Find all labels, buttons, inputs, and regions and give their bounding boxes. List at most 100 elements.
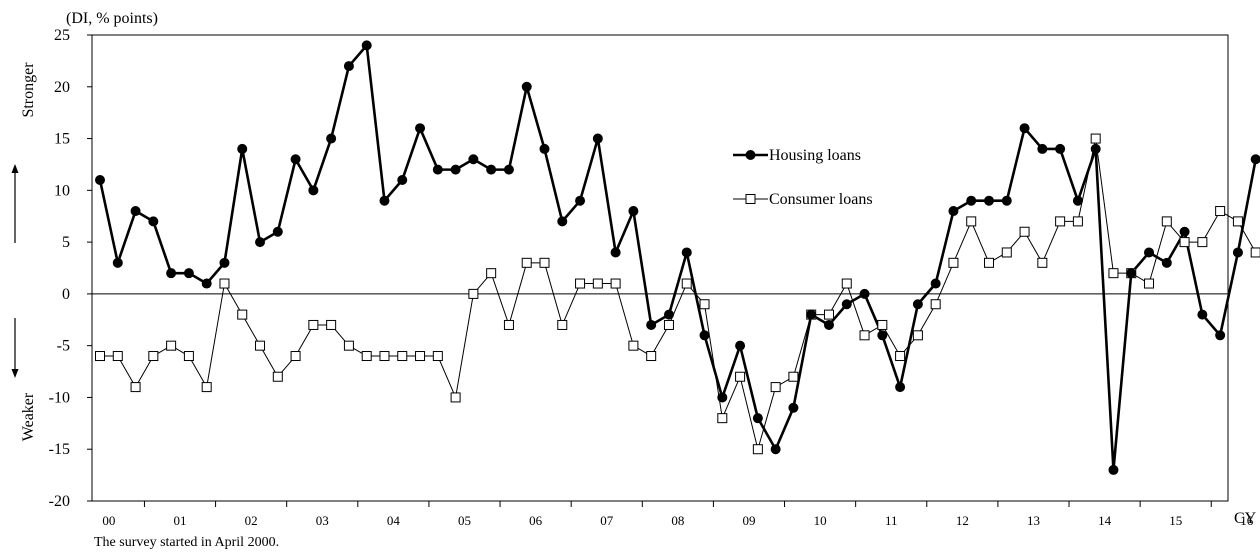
unit-label: (DI, % points) (66, 10, 158, 27)
y-tick-label: 0 (62, 286, 70, 303)
housing-loans-point (1072, 195, 1083, 206)
consumer-loans-point (681, 278, 692, 289)
consumer-loans-point (290, 351, 301, 362)
housing-loans-point (361, 40, 372, 51)
housing-loans-point (95, 174, 105, 185)
series-markers (95, 40, 1260, 475)
housing-loans-point (343, 61, 354, 72)
housing-loans-point (575, 195, 586, 206)
housing-loans-point (948, 206, 959, 217)
housing-loans-point (752, 413, 763, 424)
consumer-loans-point (308, 319, 319, 330)
housing-loans-point (663, 309, 674, 320)
consumer-loans-point (95, 351, 105, 362)
consumer-loans-point (521, 257, 532, 268)
housing-loans-point (379, 195, 390, 206)
series-lines (98, 44, 1257, 472)
housing-loans-point (1108, 464, 1119, 475)
housing-loans-point (166, 268, 177, 279)
consumer-loans-point (1179, 237, 1190, 248)
consumer-loans-point (201, 382, 212, 393)
housing-loans-point (681, 247, 692, 258)
y-tick-label: 15 (54, 131, 70, 148)
housing-loans-point (912, 299, 923, 310)
legend-housing-loans-label: Housing loans (769, 147, 861, 164)
housing-loans-point (1055, 143, 1066, 154)
consumer-loans-point (1108, 268, 1119, 279)
housing-loans-point (592, 133, 603, 144)
consumer-loans-point (699, 299, 710, 310)
consumer-loans-point (646, 351, 657, 362)
consumer-loans-point (1090, 133, 1101, 144)
consumer-loans-point (468, 288, 479, 299)
housing-loans-point (717, 392, 728, 403)
consumer-loans-point (415, 351, 426, 362)
housing-loans-point (1250, 154, 1260, 165)
consumer-loans-point (1215, 206, 1226, 217)
housing-loans-point (699, 330, 710, 341)
housing-loans-point (183, 268, 194, 279)
consumer-loans-point (948, 257, 959, 268)
housing-loans-point (432, 164, 443, 175)
consumer-loans-point (841, 278, 852, 289)
x-tick-label: 05 (458, 513, 471, 528)
x-tick-label: 13 (1027, 513, 1040, 528)
x-unit-label: CY (1234, 510, 1257, 527)
housing-loans-point (1144, 247, 1155, 258)
housing-loans-point (1126, 268, 1137, 279)
legend-housing-loans-swatch-marker (745, 150, 756, 160)
housing-loans-point (272, 226, 283, 237)
consumer-loans-point (752, 444, 763, 455)
housing-loans-point (130, 206, 141, 217)
consumer-loans-point (770, 382, 781, 393)
housing-loans-point (895, 382, 906, 393)
housing-loans-point (610, 247, 621, 258)
housing-loans-point (841, 299, 852, 310)
consumer-loans-point (503, 319, 514, 330)
x-tick-label: 16 (1240, 513, 1254, 528)
consumer-loans-point (539, 257, 550, 268)
housing-loans-point (1179, 226, 1190, 237)
consumer-loans-point (575, 278, 586, 289)
consumer-loans-point (219, 278, 230, 289)
consumer-loans-point (237, 309, 248, 320)
y-tick-label: -20 (49, 493, 70, 510)
consumer-loans-point (379, 351, 390, 362)
housing-loans-point (1090, 143, 1101, 154)
consumer-loans-point (1019, 226, 1030, 237)
consumer-loans-point (1161, 216, 1172, 227)
consumer-loans-point (1037, 257, 1048, 268)
housing-loans-point (503, 164, 514, 175)
housing-loans-point (1037, 143, 1048, 154)
housing-loans-point (148, 216, 159, 227)
x-tick-label: 12 (956, 513, 969, 528)
housing-loans-point (1001, 195, 1012, 206)
consumer-loans-point (895, 351, 906, 362)
housing-loans-point (788, 402, 799, 413)
housing-loans-point (450, 164, 461, 175)
consumer-loans-point (966, 216, 977, 227)
housing-loans-point (1232, 247, 1243, 258)
x-tick-label: 08 (671, 513, 684, 528)
x-tick-label: 14 (1098, 513, 1112, 528)
housing-loans-point (984, 195, 994, 206)
consumer-loans-point (361, 351, 372, 362)
consumer-loans-point (823, 309, 834, 320)
consumer-loans-point (450, 392, 461, 403)
housing-loans-point (1019, 123, 1030, 134)
consumer-loans-point (628, 340, 639, 351)
consumer-loans-point (1144, 278, 1155, 289)
y-tick-label: 5 (62, 234, 70, 251)
housing-loans-point (877, 330, 888, 341)
consumer-loans-point (877, 319, 888, 330)
consumer-loans-point (1055, 216, 1066, 227)
housing-loans-point (308, 185, 319, 196)
x-tick-label: 07 (600, 513, 614, 528)
consumer-loans-point (930, 299, 941, 310)
consumer-loans-point (1197, 237, 1208, 248)
consumer-loans-point (735, 371, 746, 382)
consumer-loans-point (610, 278, 621, 289)
x-tick-label: 01 (174, 513, 187, 528)
housing-loans-point (486, 164, 497, 175)
consumer-loans-point (112, 351, 123, 362)
